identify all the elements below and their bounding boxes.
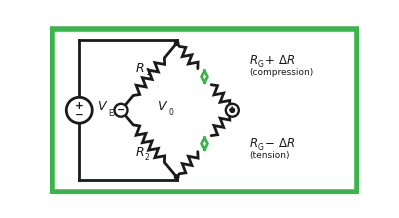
Text: 2: 2 [145, 153, 150, 162]
Text: G: G [258, 60, 264, 69]
Text: 0: 0 [169, 108, 174, 117]
Circle shape [226, 104, 239, 117]
Text: −: − [75, 110, 84, 119]
Text: $-$ $\Delta R$: $-$ $\Delta R$ [261, 137, 295, 150]
Text: $V$: $V$ [157, 100, 168, 113]
Circle shape [174, 41, 179, 45]
Text: $R$: $R$ [135, 146, 144, 159]
Text: + $\Delta R$: + $\Delta R$ [261, 54, 295, 66]
Text: (compression): (compression) [249, 68, 314, 77]
Circle shape [230, 108, 235, 112]
Text: $R$: $R$ [135, 62, 144, 75]
Text: (tension): (tension) [249, 151, 290, 160]
Text: EX: EX [109, 109, 119, 118]
Text: 1: 1 [145, 68, 150, 77]
Text: +: + [75, 101, 84, 111]
Text: $R$: $R$ [249, 137, 259, 150]
FancyBboxPatch shape [52, 29, 357, 192]
Text: G: G [258, 143, 264, 152]
Circle shape [115, 104, 128, 117]
Text: $R$: $R$ [249, 54, 259, 66]
Text: +: + [228, 105, 236, 115]
Circle shape [66, 97, 92, 123]
Circle shape [174, 175, 179, 179]
Text: −: − [117, 105, 125, 115]
Text: $V$: $V$ [97, 100, 108, 113]
